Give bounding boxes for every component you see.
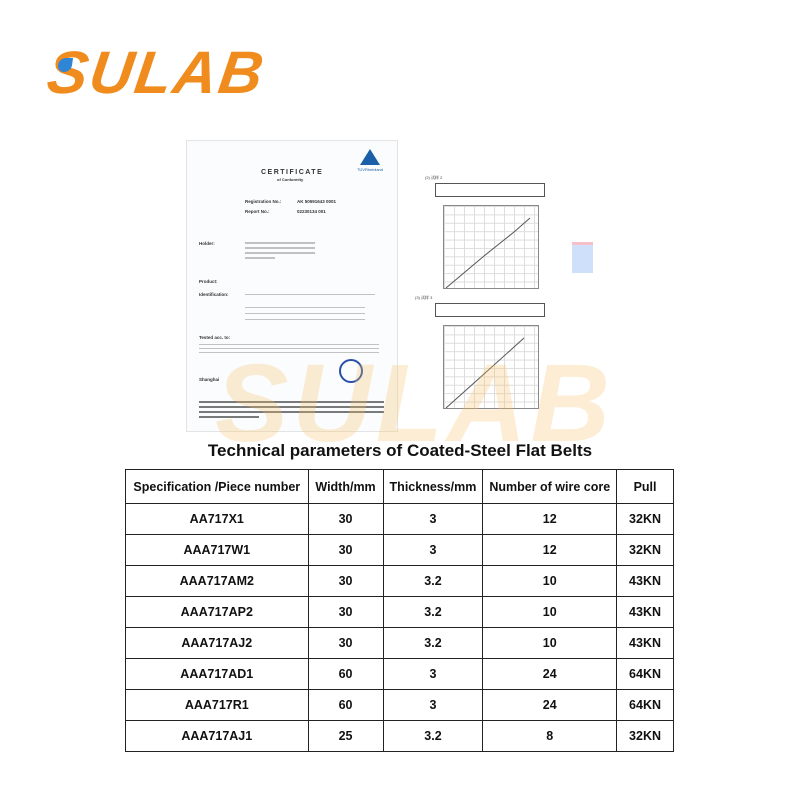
header-thickness: Thickness/mm xyxy=(382,469,484,504)
cell-wire-core: 10 xyxy=(482,565,618,597)
cell-wire-core: 10 xyxy=(482,627,618,659)
cell-pull: 64KN xyxy=(616,689,674,721)
certificate-image: CERTIFICATE of Conformity TÜVRheinland R… xyxy=(186,140,398,432)
tuv-triangle-icon xyxy=(360,149,380,165)
table-title: Technical parameters of Coated-Steel Fla… xyxy=(207,441,593,460)
cell-pull: 64KN xyxy=(616,658,674,690)
cell-width: 30 xyxy=(307,596,384,628)
small-document-thumbnail xyxy=(572,242,593,273)
cell-width: 25 xyxy=(307,720,384,752)
cell-spec: AAA717AP2 xyxy=(125,596,309,628)
cell-thickness: 3 xyxy=(382,503,484,535)
cell-pull: 43KN xyxy=(616,565,674,597)
cell-spec: AAA717W1 xyxy=(125,534,309,566)
cell-thickness: 3.2 xyxy=(382,596,484,628)
header-pull: Pull xyxy=(616,469,674,504)
place-label: Shanghai xyxy=(199,377,220,382)
cell-width: 30 xyxy=(307,534,384,566)
cell-thickness: 3 xyxy=(382,689,484,721)
cell-thickness: 3.2 xyxy=(382,720,484,752)
certificate-subtitle: of Conformity xyxy=(277,177,304,182)
cell-width: 60 xyxy=(307,658,384,690)
section-3-label: (3) 试样 3 xyxy=(415,295,433,300)
table-row: AAA717W1 30 3 12 32KN xyxy=(125,534,674,566)
header-specification: Specification /Piece number xyxy=(125,469,309,504)
certificate-title: CERTIFICATE xyxy=(261,169,324,176)
cell-width: 30 xyxy=(307,565,384,597)
table-row: AA717X1 30 3 12 32KN xyxy=(125,503,674,535)
cell-thickness: 3.2 xyxy=(382,627,484,659)
cell-pull: 43KN xyxy=(616,596,674,628)
cell-pull: 32KN xyxy=(616,503,674,535)
sulab-logo: SULAB xyxy=(43,38,269,107)
table-row: AAA717AP2 30 3.2 10 43KN xyxy=(125,596,674,628)
table-row: AAA717R1 60 3 24 64KN xyxy=(125,689,674,721)
test-curve-3 xyxy=(443,325,539,409)
cell-spec: AAA717AM2 xyxy=(125,565,309,597)
product-label: Product: xyxy=(199,279,218,284)
section-2-label: (2) 试样 2 xyxy=(425,175,443,180)
report-value: 02230134 001 xyxy=(297,209,326,214)
tuv-logo: TÜVRheinland xyxy=(355,149,385,172)
logo-text: SULAB xyxy=(43,39,270,106)
table-header-row: Specification /Piece number Width/mm Thi… xyxy=(125,469,674,504)
header-wire-core: Number of wire core xyxy=(482,469,618,504)
cell-wire-core: 12 xyxy=(482,503,618,535)
cell-pull: 32KN xyxy=(616,534,674,566)
cell-pull: 32KN xyxy=(616,720,674,752)
cell-thickness: 3 xyxy=(382,658,484,690)
table-row: AAA717AM2 30 3.2 10 43KN xyxy=(125,565,674,597)
test-report-image: (2) 试样 2 (3) 试样 3 xyxy=(405,145,555,420)
table-row: AAA717AJ2 30 3.2 10 43KN xyxy=(125,627,674,659)
tuv-name: TÜVRheinland xyxy=(356,167,383,172)
cell-thickness: 3 xyxy=(382,534,484,566)
identification-label: Identification: xyxy=(199,292,229,297)
registration-label: Registration No.: xyxy=(245,199,282,204)
cell-spec: AAA717R1 xyxy=(125,689,309,721)
cell-spec: AAA717AJ1 xyxy=(125,720,309,752)
cell-wire-core: 24 xyxy=(482,689,618,721)
cell-spec: AAA717AJ2 xyxy=(125,627,309,659)
cell-wire-core: 12 xyxy=(482,534,618,566)
cell-pull: 43KN xyxy=(616,627,674,659)
table-row: AAA717AD1 60 3 24 64KN xyxy=(125,658,674,690)
parameters-table: Specification /Piece number Width/mm Thi… xyxy=(125,469,674,752)
test-curve-2 xyxy=(443,205,539,289)
cell-spec: AAA717AD1 xyxy=(125,658,309,690)
holder-label: Holder: xyxy=(199,241,215,246)
cell-spec: AA717X1 xyxy=(125,503,309,535)
report-label: Report No.: xyxy=(245,209,270,214)
tested-label: Tested acc. to: xyxy=(199,335,231,340)
cell-wire-core: 10 xyxy=(482,596,618,628)
registration-value: AK 50591643 0001 xyxy=(297,199,337,204)
cell-wire-core: 8 xyxy=(482,720,618,752)
cell-thickness: 3.2 xyxy=(382,565,484,597)
table-row: AAA717AJ1 25 3.2 8 32KN xyxy=(125,720,674,752)
header-width: Width/mm xyxy=(307,469,384,504)
cell-width: 30 xyxy=(307,503,384,535)
certificate-seal xyxy=(339,359,363,383)
cell-width: 60 xyxy=(307,689,384,721)
cell-width: 30 xyxy=(307,627,384,659)
cell-wire-core: 24 xyxy=(482,658,618,690)
